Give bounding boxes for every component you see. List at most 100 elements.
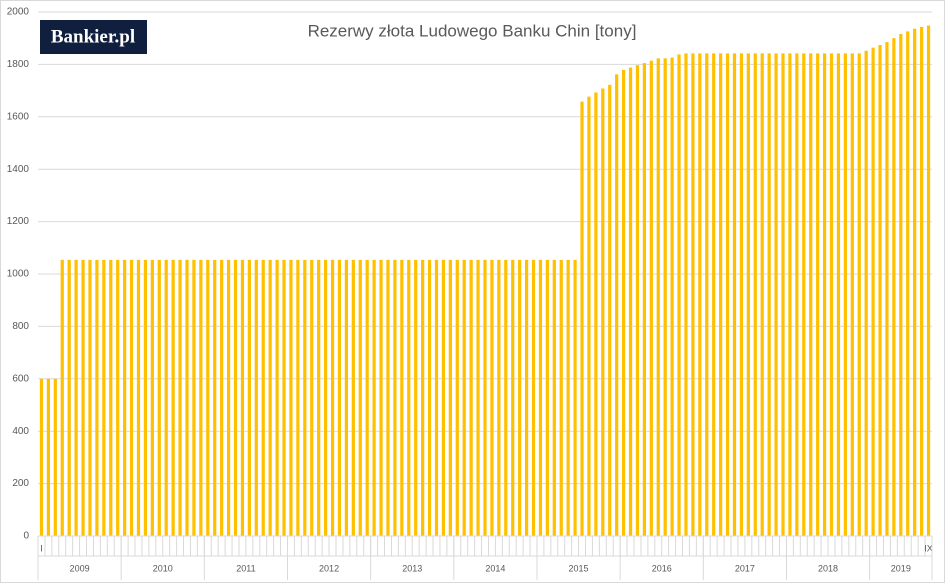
bar [74, 259, 78, 536]
x-group-label: 2016 [652, 563, 672, 573]
bar [53, 378, 57, 536]
bar [642, 63, 646, 537]
bar [123, 259, 127, 536]
x-tick-label: I [40, 543, 43, 553]
bar [275, 259, 279, 536]
bar [344, 259, 348, 536]
bar [816, 53, 820, 537]
bar [850, 53, 854, 537]
bar [615, 74, 619, 536]
bar [60, 259, 64, 536]
chart-title: Rezerwy złota Ludowego Banku Chin [tony] [308, 21, 637, 40]
bar [400, 259, 404, 536]
bar [926, 25, 931, 537]
bar [511, 259, 515, 536]
logo-box [40, 20, 147, 54]
bar [538, 259, 543, 536]
bar [240, 259, 245, 536]
bar [143, 259, 148, 536]
bar [185, 259, 189, 536]
y-tick-label: 2000 [7, 7, 30, 18]
bar [220, 259, 224, 536]
bar [580, 101, 584, 536]
bar [136, 259, 141, 536]
bar [206, 259, 210, 536]
x-group-label: 2012 [319, 563, 339, 573]
bar [649, 60, 653, 537]
bar [407, 259, 411, 536]
bar [698, 53, 702, 537]
x-group-label: 2010 [153, 563, 173, 573]
bar [552, 259, 556, 536]
bar [282, 259, 286, 536]
bar [670, 57, 674, 536]
x-group-label: 2011 [236, 563, 255, 573]
y-tick-label: 600 [12, 373, 29, 384]
bar [171, 259, 175, 536]
bar [109, 259, 113, 536]
bar [573, 259, 577, 536]
bar [906, 31, 910, 536]
y-tick-label: 800 [12, 321, 29, 332]
y-tick-label: 1800 [7, 59, 30, 70]
bar [462, 259, 466, 536]
bar [885, 42, 889, 536]
bar [518, 259, 522, 536]
bar [802, 53, 806, 537]
bar [39, 378, 44, 536]
bar [372, 259, 376, 536]
bar [746, 53, 750, 537]
bar [386, 259, 390, 536]
bar [199, 259, 203, 536]
bar [337, 259, 342, 536]
bar [296, 259, 300, 536]
x-group-label: 2013 [402, 563, 422, 573]
bar [822, 53, 827, 537]
bar [129, 259, 134, 536]
bar [427, 259, 432, 536]
bar [677, 54, 681, 536]
x-group-label: 2019 [891, 563, 911, 573]
bar [261, 259, 265, 536]
bar [178, 259, 182, 536]
bar [268, 259, 272, 536]
bar [857, 53, 861, 537]
bar [414, 259, 418, 536]
bar [809, 53, 813, 537]
bar [88, 259, 92, 536]
y-tick-label: 0 [23, 531, 29, 542]
bar [317, 259, 321, 536]
bar [102, 259, 106, 536]
bar [379, 259, 383, 536]
bar [233, 259, 238, 536]
x-group-label: 2009 [70, 563, 90, 573]
bar [691, 53, 695, 537]
bar [732, 53, 737, 537]
y-tick-label: 1000 [7, 269, 30, 280]
y-tick-label: 1400 [7, 164, 30, 175]
x-tick-label: IX [924, 543, 933, 553]
bar [441, 259, 446, 536]
bar [365, 259, 369, 536]
bar [476, 259, 480, 536]
bar [753, 53, 757, 537]
bar [192, 259, 196, 536]
x-group-label: 2014 [485, 563, 505, 573]
bar [628, 67, 633, 536]
bar [878, 45, 882, 537]
x-group-label: 2018 [818, 563, 838, 573]
bar [531, 259, 536, 536]
bar [46, 378, 50, 536]
logo: Bankier.pl [51, 26, 135, 47]
bar [157, 259, 161, 536]
y-tick-label: 200 [12, 478, 29, 489]
bar [310, 259, 314, 536]
bar [836, 53, 841, 537]
bar [774, 53, 778, 537]
bar [303, 259, 307, 536]
bar [324, 259, 328, 536]
bar [566, 259, 570, 536]
bar [622, 69, 626, 536]
bar [892, 38, 896, 536]
